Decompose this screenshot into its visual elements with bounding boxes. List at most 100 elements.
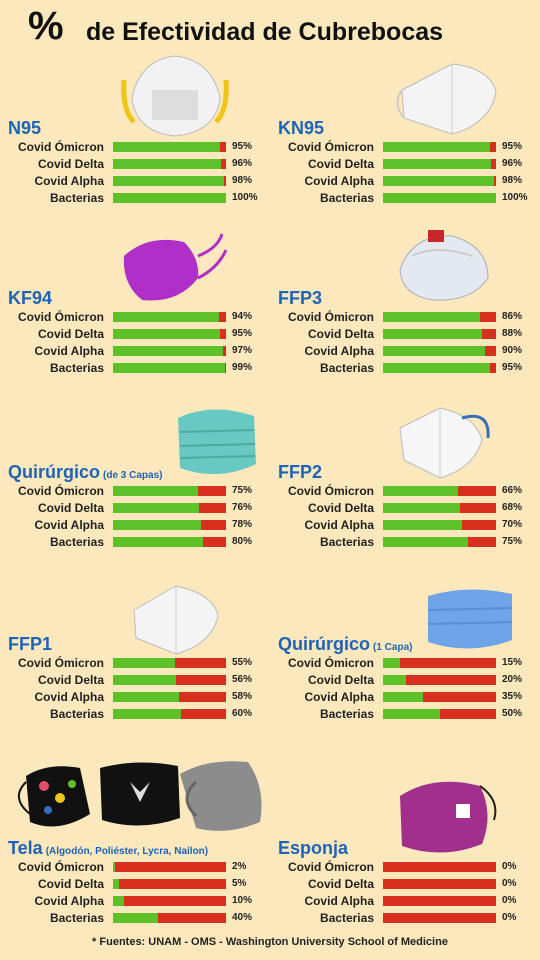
percent-value: 0% (502, 861, 517, 872)
percent-value: 60% (232, 708, 253, 719)
bar-track (383, 142, 496, 152)
category-label: Covid Ómicron (287, 484, 374, 498)
percent-value: 95% (502, 141, 523, 152)
bar-fill (113, 879, 119, 889)
percent-value: 97% (232, 345, 253, 356)
bar-row: Covid Ómicron 0% (270, 859, 540, 875)
percent-value: 96% (502, 158, 523, 169)
mask-subtitle: (de 3 Capas) (103, 470, 163, 481)
mask-panel: N95 Covid Ómicron 95% Covid Delta 96% Covid A… (0, 118, 270, 233)
bar-fill (113, 520, 202, 530)
bar-fill (383, 329, 483, 339)
percent-value: 90% (502, 345, 523, 356)
percent-value: 50% (502, 708, 523, 719)
bar-fill (113, 346, 223, 356)
percent-value: 80% (232, 536, 253, 547)
mask-name: Esponja (278, 838, 348, 859)
percent-value: 58% (232, 691, 253, 702)
bar-track (113, 142, 226, 152)
mask-subtitle: (1 Capa) (373, 642, 413, 653)
bar-track (383, 159, 496, 169)
bar-track (383, 193, 496, 203)
ffp2-mask-illustration (399, 407, 490, 479)
percent-value: 100% (502, 192, 528, 203)
category-label: Covid Alpha (304, 894, 374, 908)
bar-row: Covid Alpha 58% (0, 689, 270, 705)
percent-value: 95% (232, 328, 253, 339)
category-label: Covid Delta (307, 327, 374, 341)
category-label: Bacterias (319, 707, 374, 721)
bar-fill (113, 692, 179, 702)
bar-track (383, 896, 496, 906)
bar-row: Bacterias 80% (0, 534, 270, 550)
category-label: Covid Ómicron (17, 310, 104, 324)
mask-panel: Tela (Algodón, Poliéster, Lycra, Nailon) C… (0, 838, 270, 953)
category-label: Bacterias (49, 361, 104, 375)
mask-name: Quirúrgico (1 Capa) (278, 634, 412, 655)
mask-panel: Quirúrgico (1 Capa) Covid Ómicron 15% Covid … (270, 634, 540, 749)
bar-row: Covid Delta 96% (270, 156, 540, 172)
bar-row: Covid Delta 56% (0, 672, 270, 688)
category-label: Covid Ómicron (287, 860, 374, 874)
sources-footer: * Fuentes: UNAM - OMS - Washington Unive… (92, 936, 448, 948)
category-label: Covid Delta (37, 501, 104, 515)
mask-panel: KF94 Covid Ómicron 94% Covid Delta 95% Covid … (0, 288, 270, 403)
bar-track (113, 363, 226, 373)
mask-name: N95 (8, 118, 41, 139)
category-label: Covid Ómicron (287, 140, 374, 154)
percent-value: 88% (502, 328, 523, 339)
bar-row: Covid Alpha 35% (270, 689, 540, 705)
kn95-mask-illustration (396, 63, 497, 135)
bar-fill (113, 363, 225, 373)
ffp1-mask-illustration (133, 585, 219, 655)
cloth-masks-illustration (18, 761, 262, 831)
percent-value: 2% (232, 861, 247, 872)
n95-mask-illustration (121, 55, 229, 137)
bar-row: Covid Ómicron 94% (0, 309, 270, 325)
bar-track (113, 862, 226, 872)
sponge-mask-illustration (400, 781, 497, 853)
bar-fill (383, 159, 492, 169)
percent-value: 75% (232, 485, 253, 496)
percent-value: 76% (232, 502, 253, 513)
bar-fill (383, 520, 463, 530)
bar-row: Covid Ómicron 75% (0, 483, 270, 499)
percent-value: 5% (232, 878, 247, 889)
category-label: Covid Alpha (304, 690, 374, 704)
bar-track (113, 193, 226, 203)
category-label: Bacterias (319, 361, 374, 375)
bar-track (383, 312, 496, 322)
percent-value: 98% (502, 175, 523, 186)
bar-row: Covid Delta 95% (0, 326, 270, 342)
bar-row: Covid Delta 20% (270, 672, 540, 688)
mask-name-text: KN95 (278, 118, 325, 138)
bar-row: Covid Ómicron 15% (270, 655, 540, 671)
bar-fill (113, 862, 116, 872)
mask-name-text: Quirúrgico (8, 462, 101, 482)
bar-fill (113, 329, 221, 339)
bar-fill (383, 537, 468, 547)
bar-track (383, 658, 496, 668)
percent-value: 75% (502, 536, 523, 547)
bar-track (113, 346, 226, 356)
bar-fill (383, 709, 440, 719)
bar-fill (383, 176, 494, 186)
bar-row: Bacterias 100% (0, 190, 270, 206)
mask-name-text: FFP3 (278, 288, 323, 308)
bar-track (383, 346, 496, 356)
percent-value: 40% (232, 912, 253, 923)
category-label: Bacterias (319, 535, 374, 549)
bar-track (383, 675, 496, 685)
percent-value: 68% (502, 502, 523, 513)
category-label: Covid Delta (37, 327, 104, 341)
mask-name: KF94 (8, 288, 52, 309)
title-text: de Efectividad de Cubrebocas (86, 18, 444, 46)
percent-value: 15% (502, 657, 523, 668)
category-label: Covid Delta (37, 673, 104, 687)
bar-row: Covid Delta 68% (270, 500, 540, 516)
bar-row: Covid Alpha 78% (0, 517, 270, 533)
percent-value: 0% (502, 895, 517, 906)
bar-track (113, 896, 226, 906)
category-label: Bacterias (49, 191, 104, 205)
mask-name-text: KF94 (8, 288, 53, 308)
